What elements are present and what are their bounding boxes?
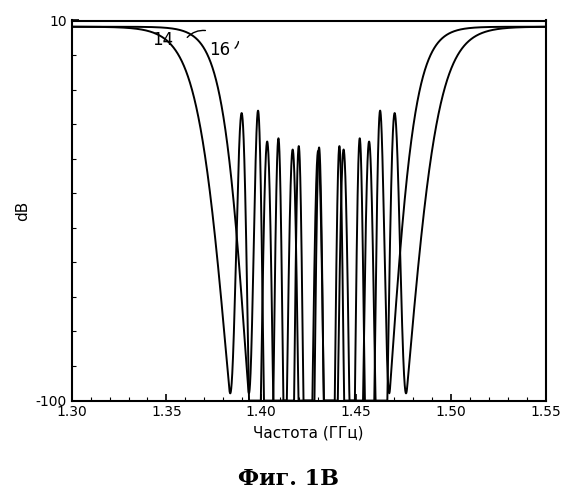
Text: 14: 14 bbox=[152, 30, 173, 48]
X-axis label: Частота (ГГц): Частота (ГГц) bbox=[253, 425, 364, 440]
Text: Фиг. 1В: Фиг. 1В bbox=[237, 468, 339, 490]
Y-axis label: dB: dB bbox=[15, 200, 30, 220]
Text: 16: 16 bbox=[209, 41, 230, 59]
